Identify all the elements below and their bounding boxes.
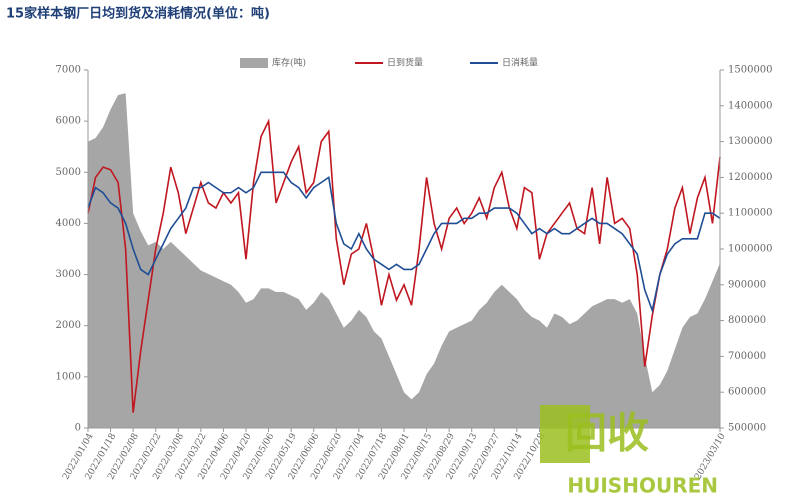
y2-tick-label: 900000 [728,279,766,290]
inventory-area [88,93,720,429]
y2-tick-label: 500000 [728,423,766,434]
y-tick-label: 2000 [56,320,81,331]
y2-tick-label: 1100000 [728,208,773,219]
chart-title: 15家样本钢厂日均到货及消耗情况(单位：吨) [6,6,270,22]
legend-label: 日到货量 [387,57,423,69]
watermark-box [540,405,590,463]
y2-tick-label: 1000000 [728,244,773,255]
series-line [87,118,721,413]
watermark: 回收 [565,409,649,458]
y-tick-label: 3000 [56,269,81,280]
y2-tick-label: 1300000 [728,136,773,147]
y-tick-label: 0 [75,423,81,434]
legend-label: 日消耗量 [502,57,538,69]
y-tick-label: 5000 [56,167,81,178]
y-tick-label: 6000 [56,116,81,127]
y-tick-label: 4000 [56,218,81,229]
legend-label: 库存(吨) [272,57,306,69]
legend-swatch [240,58,268,68]
y2-tick-label: 700000 [728,351,766,362]
y2-tick-label: 800000 [728,315,766,326]
watermark-sub: HUISHOUREN [567,474,718,498]
y2-tick-label: 1200000 [728,172,773,183]
y2-tick-label: 1400000 [728,100,773,111]
y-tick-label: 7000 [56,65,81,76]
y-tick-label: 1000 [56,371,81,382]
y2-tick-label: 600000 [728,387,766,398]
y2-tick-label: 1500000 [728,65,773,76]
series-line [87,171,721,314]
